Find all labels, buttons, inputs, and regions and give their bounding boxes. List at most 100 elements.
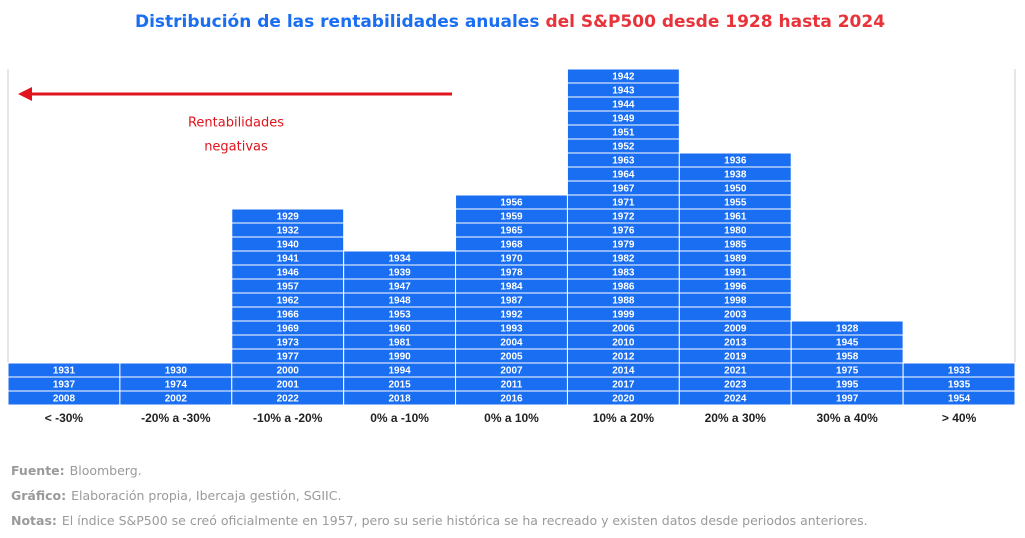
year-label: 1939 — [388, 268, 411, 279]
x-tick-label: 30% a 40% — [816, 411, 878, 425]
year-label: 1962 — [277, 296, 300, 307]
year-label: 1946 — [277, 268, 300, 279]
year-label: 1967 — [612, 184, 635, 195]
year-label: 1983 — [612, 268, 635, 279]
year-label: 2024 — [724, 394, 747, 405]
year-label: 1944 — [612, 100, 635, 111]
footnote-label: Fuente: — [11, 463, 65, 478]
year-label: 1977 — [277, 352, 300, 363]
year-label: 1971 — [612, 198, 635, 209]
title-part: Distribución de las rentabilidades anual… — [135, 12, 540, 32]
year-label: 1940 — [277, 240, 300, 251]
year-label: 1981 — [388, 338, 411, 349]
year-label: 2006 — [612, 324, 635, 335]
year-label: 2003 — [724, 310, 747, 321]
year-label: 2000 — [277, 366, 300, 377]
year-label: 2009 — [724, 324, 747, 335]
footnote-text: Bloomberg. — [70, 463, 142, 478]
year-label: 1989 — [724, 254, 747, 265]
x-tick-label: > 40% — [942, 411, 977, 425]
year-label: 1957 — [277, 282, 300, 293]
year-label: 1997 — [836, 394, 859, 405]
year-label: 1970 — [500, 254, 523, 265]
year-label: 1933 — [948, 366, 971, 377]
year-label: 1976 — [612, 226, 635, 237]
year-label: 1965 — [500, 226, 523, 237]
year-label: 1958 — [836, 352, 859, 363]
year-label: 2012 — [612, 352, 635, 363]
year-label: 1930 — [165, 366, 188, 377]
year-label: 2008 — [53, 394, 76, 405]
year-label: 1950 — [724, 184, 747, 195]
year-label: 1959 — [500, 212, 523, 223]
year-label: 2004 — [500, 338, 523, 349]
year-label: 2017 — [612, 380, 635, 391]
year-label: 1929 — [277, 212, 300, 223]
year-label: 2022 — [277, 394, 300, 405]
year-label: 2020 — [612, 394, 635, 405]
year-label: 1995 — [836, 380, 859, 391]
year-label: 1991 — [724, 268, 747, 279]
year-label: 2013 — [724, 338, 747, 349]
year-label: 2019 — [724, 352, 747, 363]
footnote-label: Notas: — [11, 513, 57, 528]
year-label: 1931 — [53, 366, 76, 377]
year-label: 1968 — [500, 240, 523, 251]
year-label: 2005 — [500, 352, 523, 363]
year-label: 1986 — [612, 282, 635, 293]
year-block — [902, 390, 1016, 406]
year-label: 1938 — [724, 170, 747, 181]
footnote: Gráfico: Elaboración propia, Ibercaja ges… — [11, 488, 341, 503]
x-tick-label: 20% a 30% — [705, 411, 767, 425]
year-label: 1992 — [500, 310, 523, 321]
year-label: 2011 — [501, 380, 523, 391]
year-label: 1956 — [500, 198, 523, 209]
year-label: 1941 — [277, 254, 300, 265]
year-label: 2021 — [724, 366, 747, 377]
year-label: 2014 — [612, 366, 635, 377]
year-label: 2023 — [724, 380, 747, 391]
year-label: 1963 — [612, 156, 635, 167]
x-tick-label: -20% a -30% — [141, 411, 211, 425]
year-label: 1952 — [612, 142, 635, 153]
year-label: 1975 — [836, 366, 859, 377]
chart-title: Distribución de las rentabilidades anual… — [135, 12, 885, 32]
year-label: 1996 — [724, 282, 747, 293]
year-label: 1932 — [277, 226, 300, 237]
year-label: 1994 — [388, 366, 411, 377]
year-label: 1934 — [388, 254, 411, 265]
year-label: 1973 — [277, 338, 300, 349]
year-label: 2010 — [612, 338, 635, 349]
year-label: 1948 — [388, 296, 411, 307]
annotation: Rentabilidades — [188, 116, 284, 131]
x-tick-label: < -30% — [45, 411, 84, 425]
footnote-text: Elaboración propia, Ibercaja gestión, SG… — [71, 488, 341, 503]
year-label: 1936 — [724, 156, 747, 167]
year-label: 2001 — [277, 380, 300, 391]
year-label: 1951 — [612, 128, 635, 139]
arrow-head — [18, 87, 32, 101]
x-tick-label: 0% a -10% — [370, 411, 429, 425]
year-label: 1978 — [500, 268, 523, 279]
year-label: 1961 — [724, 212, 747, 223]
year-label: 1969 — [277, 324, 300, 335]
year-label: 1937 — [53, 380, 76, 391]
year-label: 2002 — [165, 394, 188, 405]
footer: Fuente: Bloomberg. Gráfico: Elaboración pro… — [11, 463, 868, 528]
year-label: 1993 — [500, 324, 523, 335]
year-label: 1928 — [836, 324, 859, 335]
year-label: 1985 — [724, 240, 747, 251]
year-label: 1943 — [612, 86, 635, 97]
year-label: 1966 — [277, 310, 300, 321]
year-label: 1964 — [612, 170, 635, 181]
year-label: 1945 — [836, 338, 859, 349]
year-label: 1982 — [612, 254, 635, 265]
footnote-text: El índice S&P500 se creó oficialmente en… — [62, 513, 868, 528]
year-label: 1990 — [388, 352, 411, 363]
footnote: Notas: El índice S&P500 se creó oficialme… — [11, 513, 868, 528]
year-label: 1942 — [612, 72, 635, 83]
year-label: 1979 — [612, 240, 635, 251]
year-label: 1987 — [500, 296, 523, 307]
year-label: 1960 — [388, 324, 411, 335]
